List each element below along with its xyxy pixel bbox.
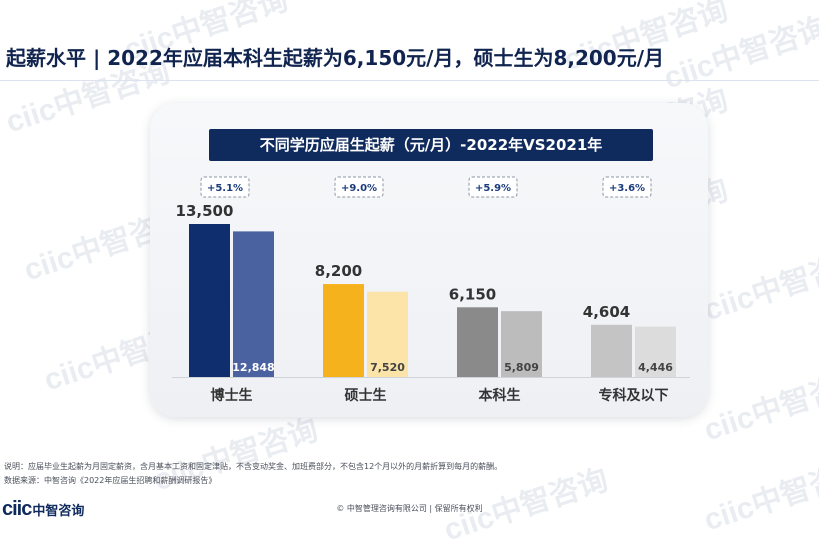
logo-text-en: ciic xyxy=(2,498,32,520)
copyright-text: © 中智管理咨询有限公司 | 保留所有权利 xyxy=(336,504,483,513)
bar-2022 xyxy=(457,307,498,377)
growth-badge xyxy=(468,176,518,198)
growth-label: +3.6% xyxy=(609,183,645,194)
note-source: 数据来源：中智咨询《2022年应届生招聘和薪酬调研报告》 xyxy=(4,476,217,485)
growth-label: +5.1% xyxy=(207,183,243,194)
value-label-2021: 7,520 xyxy=(370,361,405,374)
category-label: 专科及以下 xyxy=(599,387,669,404)
bar-2022 xyxy=(591,324,632,377)
category-label: 硕士生 xyxy=(345,387,387,404)
growth-label: +5.9% xyxy=(475,183,511,194)
bar-2021 xyxy=(635,326,676,377)
bar-2022 xyxy=(323,284,364,377)
bar-2022 xyxy=(189,224,230,377)
note-description: 说明：应届毕业生起薪为月固定薪资，含月基本工资和固定津贴，不含变动奖金、加班费部… xyxy=(4,462,503,471)
value-label-2021: 5,809 xyxy=(504,361,539,374)
bar-2021 xyxy=(233,231,274,377)
value-label-2021: 12,848 xyxy=(232,361,274,374)
chart-title: 不同学历应届生起薪（元/月）-2022年VS2021年 xyxy=(209,129,653,161)
value-label-2022: 13,500 xyxy=(176,202,234,220)
logo-text-cn: 中智咨询 xyxy=(32,504,85,519)
category-label: 本科生 xyxy=(479,387,521,404)
growth-label: +9.0% xyxy=(341,183,377,194)
growth-badge xyxy=(602,176,652,198)
footnotes: 说明：应届毕业生起薪为月固定薪资，含月基本工资和固定津贴，不含变动奖金、加班费部… xyxy=(4,460,502,488)
value-label-2021: 4,446 xyxy=(638,361,673,374)
category-label: 博士生 xyxy=(211,387,253,404)
chart-canvas: 13,500 12,848 +5.1% 博士生 8,200 7,520 +9.0% 硕士生 6,… xyxy=(172,176,690,404)
growth-badge xyxy=(200,176,250,198)
value-label-2022: 6,150 xyxy=(449,285,496,303)
value-label-2022: 4,604 xyxy=(583,303,630,321)
value-label-2022: 8,200 xyxy=(315,262,362,280)
bar-2021 xyxy=(367,291,408,377)
page-title: 起薪水平 | 2022年应届本科生起薪为6,150元/月，硕士生为8,200元/… xyxy=(6,46,665,70)
bar-2021 xyxy=(501,311,542,377)
title-divider xyxy=(0,80,819,81)
company-logo: ciic 中智咨询 xyxy=(2,498,84,520)
growth-badge xyxy=(334,176,384,198)
